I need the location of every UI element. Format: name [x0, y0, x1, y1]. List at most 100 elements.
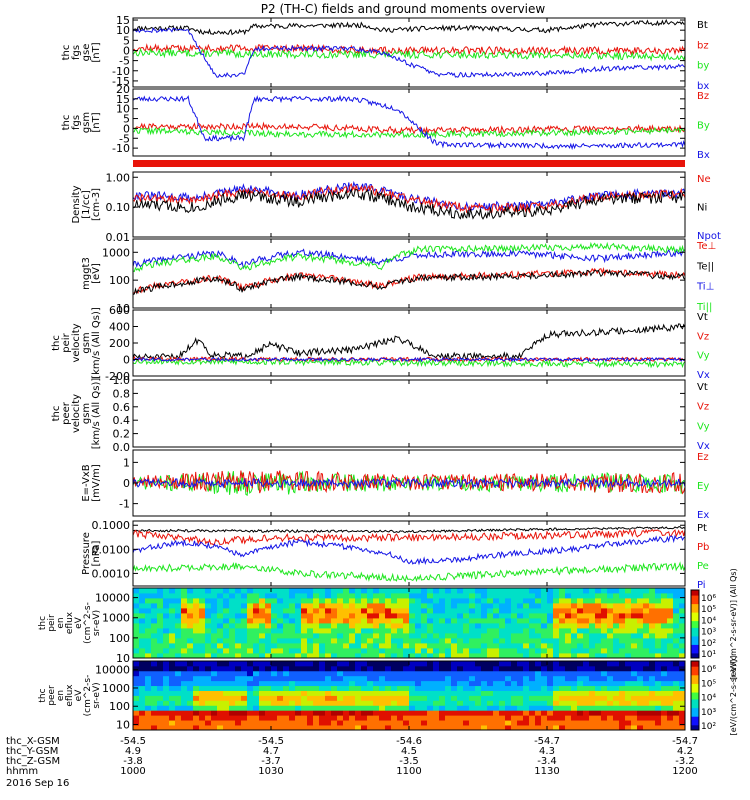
spectrogram-cell — [133, 653, 140, 659]
spectrogram-cell — [283, 598, 290, 604]
spectrogram-cell — [511, 588, 518, 594]
colorbar-cell — [691, 664, 699, 667]
spectrogram-cell — [361, 715, 368, 721]
spectrogram-cell — [271, 648, 278, 654]
spectrogram-cell — [151, 685, 158, 691]
spectrogram-cell — [673, 685, 680, 691]
spectrogram-cell — [175, 643, 182, 649]
spectrogram-cell — [433, 598, 440, 604]
spectrogram-cell — [427, 685, 434, 691]
ytick-label: 1000 — [102, 612, 130, 625]
spectrogram-cell — [451, 623, 458, 629]
spectrogram-cell — [649, 705, 656, 711]
spectrogram-cell — [535, 648, 542, 654]
spectrogram-cell — [283, 665, 290, 672]
fgs-gsm-traces — [132, 94, 686, 151]
spectrogram-cell — [427, 705, 434, 711]
spectrogram-cell — [133, 700, 140, 706]
spectrogram-cell — [139, 653, 146, 659]
spectrogram-cell — [571, 715, 578, 721]
spectrogram-cell — [499, 633, 506, 639]
spectrogram-cell — [433, 725, 440, 731]
spectrogram-cell — [301, 593, 308, 599]
spectrogram-cell — [211, 725, 218, 731]
spectrogram-cell — [487, 680, 494, 687]
spectrogram-cell — [331, 643, 338, 649]
spectrogram-cell — [289, 661, 296, 667]
spectrogram-cell — [259, 715, 266, 721]
spectrogram-cell — [295, 648, 302, 654]
spectrogram-cell — [163, 648, 170, 654]
spectrogram-cell — [343, 700, 350, 706]
spectrogram-cell — [403, 710, 410, 716]
spectrogram-cell — [619, 680, 626, 687]
spectrogram-cell — [637, 643, 644, 649]
spectrogram-cell — [463, 695, 470, 701]
spectrogram-cell — [169, 665, 176, 672]
spectrogram-cell — [211, 643, 218, 649]
spectrogram-cell — [361, 680, 368, 687]
spectrogram-cell — [343, 720, 350, 726]
spectrogram-cell — [379, 661, 386, 667]
spectrogram-cell — [457, 648, 464, 654]
spectrogram-cell — [577, 710, 584, 716]
density-traces — [132, 180, 686, 220]
spectrogram-cell — [565, 665, 572, 672]
spectrogram-cell — [625, 613, 632, 619]
spectrogram-cell — [271, 613, 278, 619]
spectrogram-cell — [643, 661, 650, 667]
spectrogram-cell — [169, 638, 176, 644]
spectrogram-cell — [595, 720, 602, 726]
ytick-label: 10 — [116, 24, 130, 37]
spectrogram-cell — [601, 593, 608, 599]
spectrogram-cell — [499, 715, 506, 721]
spectrogram-cell — [337, 653, 344, 659]
spectrogram-cell — [157, 675, 164, 682]
spectrogram-cell — [649, 725, 656, 731]
spectrogram-cell — [637, 623, 644, 629]
spectrogram-cell — [475, 665, 482, 672]
spectrogram-cell — [367, 618, 374, 624]
spectrogram-cell — [343, 643, 350, 649]
spectrogram-cell — [205, 705, 212, 711]
spectrogram-cell — [307, 685, 314, 691]
spectrogram-cell — [673, 588, 680, 594]
spectrogram-cell — [307, 715, 314, 721]
spectrogram-cell — [289, 680, 296, 687]
spectrogram-cell — [229, 603, 236, 609]
spectrogram-cell — [139, 643, 146, 649]
spectrogram-cell — [331, 598, 338, 604]
spectrogram-cell — [277, 648, 284, 654]
spectrogram-cell — [295, 695, 302, 701]
spectrogram-cell — [409, 643, 416, 649]
spectrogram-cell — [313, 705, 320, 711]
spectrogram-cell — [625, 648, 632, 654]
spectrogram-cell — [433, 715, 440, 721]
colorbar-tick-label: 10⁶ — [701, 594, 716, 604]
spectrogram-cell — [607, 608, 614, 614]
spectrogram-cell — [589, 643, 596, 649]
spectrogram-cell — [415, 675, 422, 682]
spectrogram-cell — [193, 670, 200, 677]
ylabel-line: velocity — [71, 323, 82, 362]
spectrogram-cell — [415, 725, 422, 731]
spectrogram-cell — [337, 593, 344, 599]
spectrogram-cell — [211, 623, 218, 629]
spectrogram-cell — [169, 720, 176, 726]
spectrogram-cell — [631, 680, 638, 687]
spectrogram-cell — [511, 665, 518, 672]
spectrogram-cell — [223, 715, 230, 721]
spectrogram-cell — [637, 725, 644, 731]
spectrogram-cell — [295, 598, 302, 604]
spectrogram-cell — [139, 608, 146, 614]
spectrogram-cell — [337, 603, 344, 609]
spectrogram-cell — [157, 593, 164, 599]
spectrogram-cell — [643, 608, 650, 614]
spectrogram-cell — [175, 598, 182, 604]
spectrogram-cell — [661, 598, 668, 604]
spectrogram-cell — [589, 665, 596, 672]
spectrogram-cell — [667, 653, 674, 659]
spectrogram-cell — [475, 690, 482, 696]
